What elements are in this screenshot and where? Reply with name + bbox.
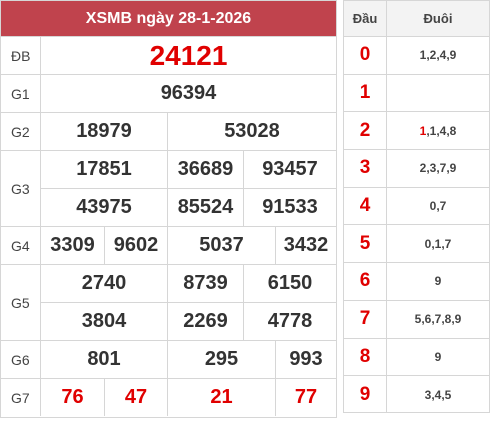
prize-label-g3: G3 xyxy=(1,151,41,226)
loto-table: Đầu Đuôi 0 1,2,4,9 1 2 1,1,4,8 3 2,3,7,9… xyxy=(343,0,490,413)
loto-header-duoi: Đuôi xyxy=(423,11,453,26)
prize-g6-value: 801 xyxy=(87,348,121,370)
loto-row: 8 9 xyxy=(344,337,489,376)
prize-label-g7: G7 xyxy=(1,379,41,416)
loto-duoi: 0,7 xyxy=(429,199,447,214)
prize-label-g1: G1 xyxy=(1,75,41,112)
prize-label-g6: G6 xyxy=(1,341,41,378)
prize-g7-value: 21 xyxy=(167,379,275,416)
loto-dau: 6 xyxy=(359,270,371,292)
prize-row-g5: G5 2740 8739 6150 3804 2269 4778 xyxy=(1,264,336,340)
loto-duoi: 9 xyxy=(434,349,442,364)
prize-g3-value: 43975 xyxy=(76,196,132,218)
loto-duoi: 2,3,7,9 xyxy=(419,161,457,176)
prize-g3-value: 17851 xyxy=(76,158,132,180)
result-title: XSMB ngày 28-1-2026 xyxy=(1,1,336,36)
loto-row: 3 2,3,7,9 xyxy=(344,149,489,187)
prize-label-g4: G4 xyxy=(1,227,41,264)
result-table: XSMB ngày 28-1-2026 ĐB 24121 G1 96394 G2… xyxy=(0,0,337,418)
prize-g4-value: 9602 xyxy=(104,227,167,264)
prize-g3-value: 93457 xyxy=(243,151,336,188)
loto-dau: 1 xyxy=(359,82,371,104)
loto-row: 6 9 xyxy=(344,262,489,300)
loto-dau: 3 xyxy=(359,157,371,179)
loto-dau: 4 xyxy=(359,195,371,217)
prize-g3-value: 91533 xyxy=(243,189,336,226)
prize-row-g7: G7 76 47 21 77 xyxy=(1,378,336,416)
prize-db-value: 24121 xyxy=(149,39,228,71)
loto-dau: 2 xyxy=(359,119,371,141)
prize-row-db: ĐB 24121 xyxy=(1,36,336,74)
loto-duoi xyxy=(387,75,489,112)
prize-g7-value: 76 xyxy=(61,386,84,408)
prize-g6-value: 295 xyxy=(167,341,275,378)
loto-duoi-rest: ,1,4,8 xyxy=(426,123,457,138)
prize-g5-value: 6150 xyxy=(243,265,336,302)
prize-g3-value: 36689 xyxy=(167,151,243,188)
loto-header-dau: Đầu xyxy=(344,1,387,36)
prize-g4-value: 3309 xyxy=(50,234,95,256)
loto-row: 1 xyxy=(344,73,489,112)
prize-g5-value: 8739 xyxy=(167,265,243,302)
prize-g5-value: 2740 xyxy=(81,272,127,294)
prize-label-db: ĐB xyxy=(1,37,41,74)
loto-duoi: 3,4,5 xyxy=(424,387,452,402)
loto-dau: 7 xyxy=(359,308,371,330)
loto-dau: 9 xyxy=(359,383,371,405)
loto-duoi: 9 xyxy=(434,274,442,289)
loto-row: 4 0,7 xyxy=(344,186,489,225)
prize-g5-value: 3804 xyxy=(81,310,127,332)
loto-duoi: 1,2,4,9 xyxy=(419,48,457,63)
loto-row: 7 5,6,7,8,9 xyxy=(344,299,489,338)
prize-g2-value: 18979 xyxy=(76,120,132,142)
prize-g7-value: 47 xyxy=(104,379,167,416)
loto-duoi-special: 1 xyxy=(419,123,427,138)
prize-g5-value: 2269 xyxy=(167,303,243,340)
prize-label-g5: G5 xyxy=(1,265,41,340)
loto-dau: 8 xyxy=(359,345,371,367)
prize-g4-value: 5037 xyxy=(167,227,275,264)
prize-row-g4: G4 3309 9602 5037 3432 xyxy=(1,226,336,264)
loto-row: 5 0,1,7 xyxy=(344,224,489,263)
prize-g6-value: 993 xyxy=(275,341,336,378)
prize-row-g2: G2 18979 53028 xyxy=(1,112,336,150)
prize-row-g3: G3 17851 36689 93457 43975 85524 91533 xyxy=(1,150,336,226)
loto-row: 2 1,1,4,8 xyxy=(344,111,489,150)
loto-row: 0 1,2,4,9 xyxy=(344,36,489,74)
loto-dau: 5 xyxy=(359,232,371,254)
prize-g5-value: 4778 xyxy=(243,303,336,340)
prize-g1-value: 96394 xyxy=(160,82,217,104)
loto-duoi: 0,1,7 xyxy=(424,236,452,251)
loto-dau: 0 xyxy=(359,44,371,66)
prize-g3-value: 85524 xyxy=(167,189,243,226)
loto-duoi: 5,6,7,8,9 xyxy=(414,312,462,327)
loto-duoi: 1,1,4,8 xyxy=(387,112,489,149)
loto-row: 9 3,4,5 xyxy=(344,375,489,413)
prize-label-g2: G2 xyxy=(1,113,41,150)
prize-g7-value: 77 xyxy=(275,379,336,416)
prize-g4-value: 3432 xyxy=(275,227,336,264)
loto-header: Đầu Đuôi xyxy=(344,1,489,36)
prize-g2-value: 53028 xyxy=(167,113,336,150)
prize-row-g1: G1 96394 xyxy=(1,74,336,112)
prize-row-g6: G6 801 295 993 xyxy=(1,340,336,378)
